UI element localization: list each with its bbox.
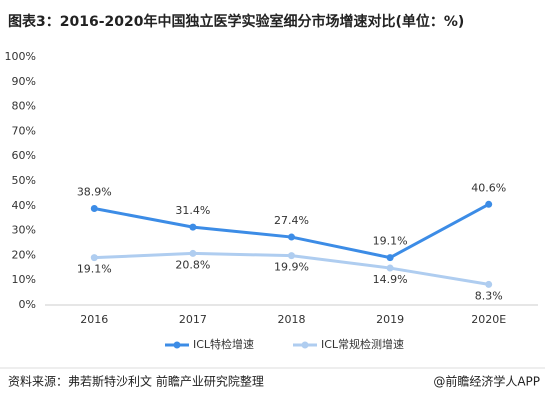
credit: @前瞻经济学人APP [433,374,540,389]
data-label: 19.1% [373,235,408,248]
data-label: 31.4% [175,204,210,217]
y-tick-label: 80% [12,100,36,113]
point [90,205,98,213]
point [189,249,197,257]
y-tick-label: 40% [12,199,36,212]
legend-label: ICL常规检测增速 [321,337,404,351]
x-tick-label: 2018 [278,313,306,326]
point [288,252,295,260]
point [189,223,197,231]
x-tick-label: 2017 [179,313,207,326]
y-tick-label: 90% [12,75,36,88]
x-tick-label: 2020E [471,313,506,326]
legend-marker [173,341,181,349]
data-label: 19.9% [274,261,309,274]
y-tick-label: 70% [12,124,36,137]
data-label: 27.4% [274,214,309,227]
series-line [94,202,490,260]
point [90,254,98,262]
legend-label: ICL特检增速 [193,337,254,351]
y-tick-label: 10% [12,273,36,286]
y-tick-label: 30% [12,224,36,237]
point [386,254,394,262]
chart-title: 图表3：2016-2020年中国独立医学实验室细分市场增速对比(单位：%) [8,13,464,30]
data-label: 8.3% [475,289,503,302]
point [288,233,295,241]
x-tick-label: 2019 [376,313,404,326]
legend-marker [301,341,309,349]
data-label: 40.6% [471,181,506,194]
data-label: 38.9% [77,186,112,199]
source: 资料来源：弗若斯特沙利文 前瞻产业研究院整理 [8,374,264,389]
y-tick-label: 60% [12,149,36,162]
point [485,280,493,288]
y-tick-label: 0% [19,298,36,311]
data-label: 20.8% [175,258,210,271]
data-label: 14.9% [373,273,408,286]
y-tick-label: 100% [5,50,36,63]
y-tick-label: 20% [12,248,36,261]
point [386,264,394,272]
point [485,200,493,208]
data-label: 19.1% [77,263,112,276]
y-tick-label: 50% [12,174,36,187]
x-tick-label: 2016 [80,313,108,326]
